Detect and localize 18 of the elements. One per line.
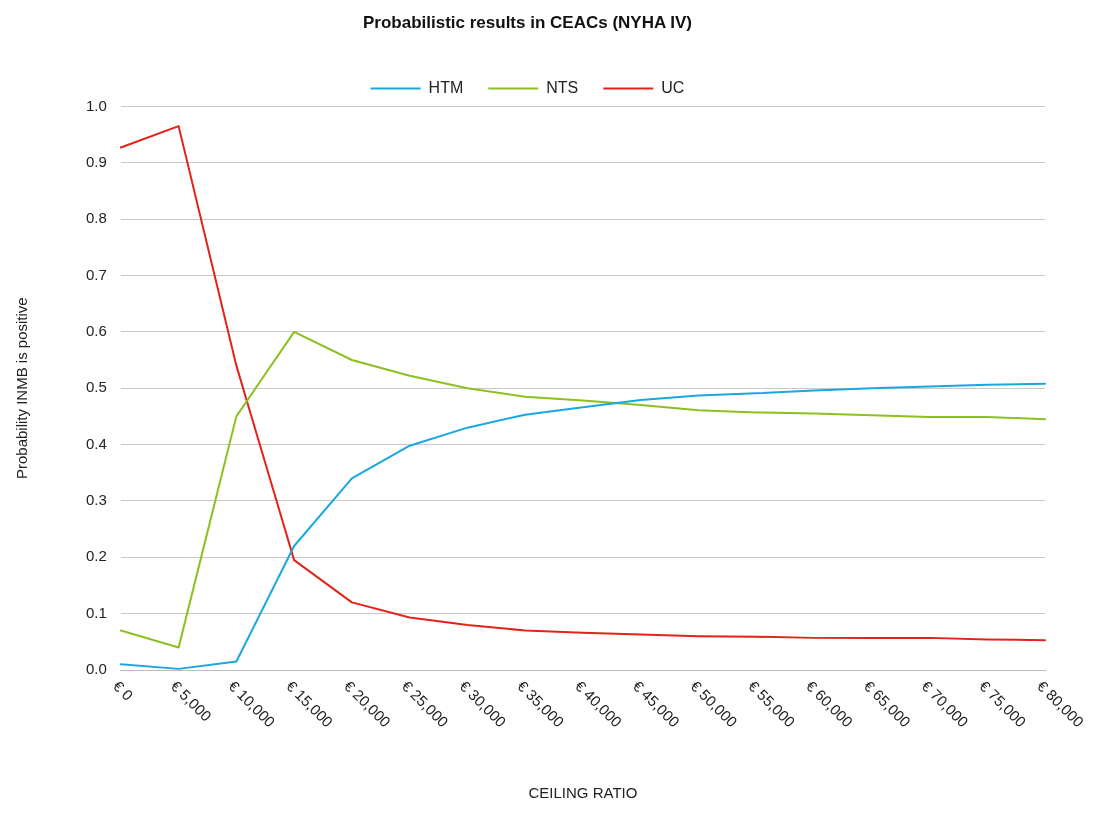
y-tick-label: 0.7 [85,265,107,283]
y-tick-label: 0.5 [85,378,107,396]
y-tick-label: 0.3 [85,491,107,509]
x-axis-title: CEILING RATIO [528,784,638,802]
y-tick-label: 0.4 [85,434,107,452]
y-tick-label: 0.1 [85,603,107,621]
legend-label: UC [661,78,685,96]
y-axis-title: Probability INMB is positive [13,297,31,480]
y-tick-label: 0.2 [85,547,107,565]
chart-title: Probabilistic results in CEACs (NYHA IV) [362,12,693,32]
y-tick-label: 0.0 [85,660,107,678]
legend-label: NTS [546,78,579,96]
y-tick-label: 1.0 [85,96,107,114]
y-tick-label: 0.8 [85,209,107,227]
y-tick-label: 0.6 [85,321,107,339]
x-tick-label: € 0 [109,677,137,704]
y-tick-label: 0.9 [85,152,107,170]
legend-label: HTM [428,78,464,96]
